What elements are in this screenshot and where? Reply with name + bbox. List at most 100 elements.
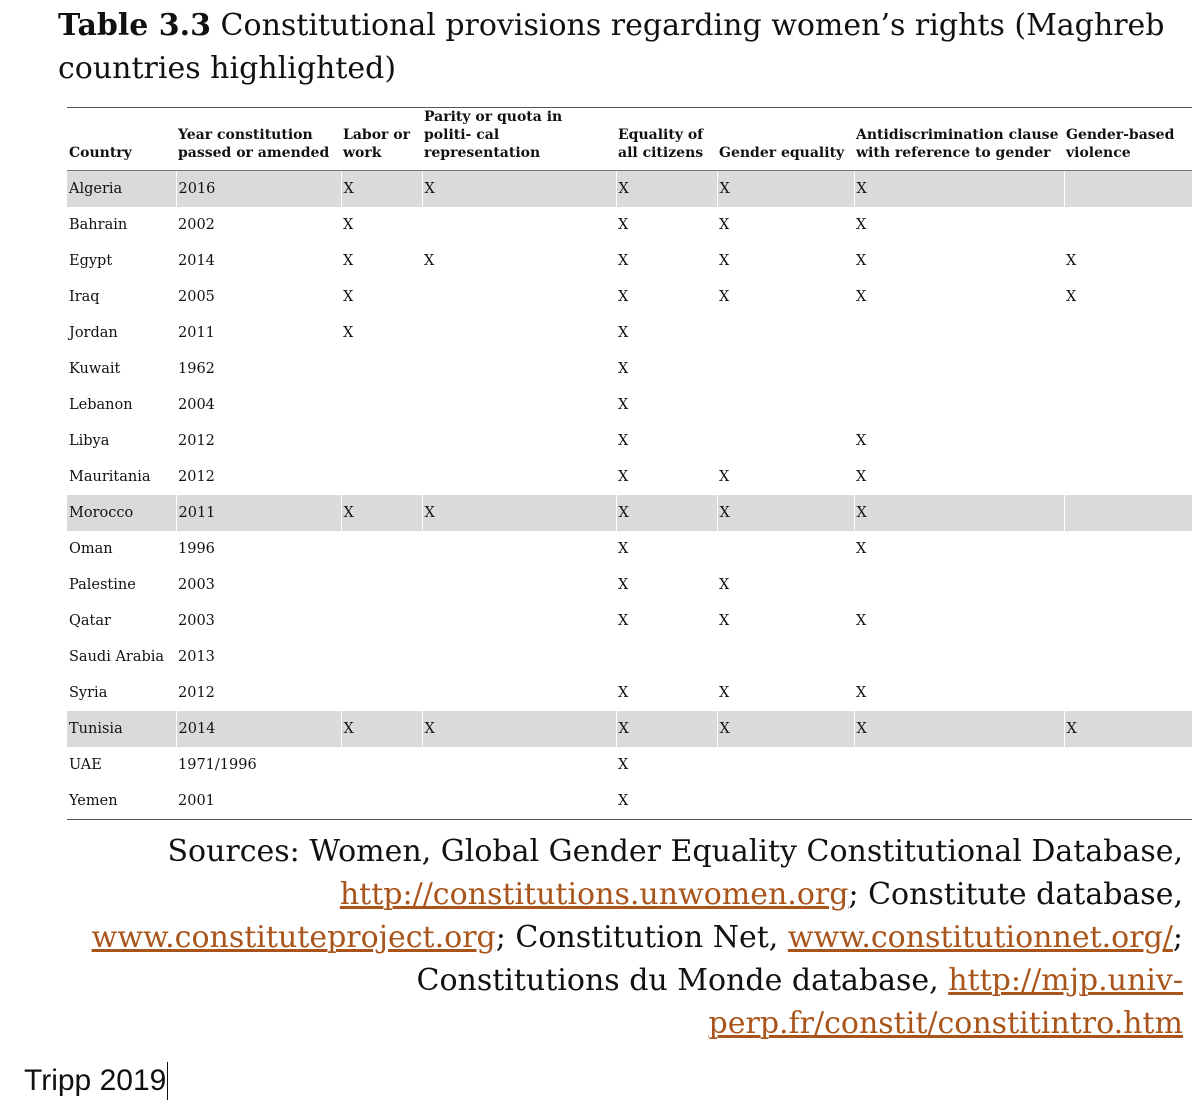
year-cell: 2003 [178,613,215,629]
provision-cell: X [719,577,730,593]
provision-cell: X [856,613,867,629]
year-cell: 2004 [178,397,215,413]
year-cell: 2013 [178,649,215,665]
provision-cell: X [856,253,867,269]
provision-cell [422,423,616,459]
provision-cell [1064,675,1192,711]
provision-cell: X [618,361,629,377]
provision-cell: X [615,711,717,747]
provision-cell: X [343,325,354,341]
table-row: Mauritania 2012 X X X [67,459,1192,495]
provision-cell [1063,495,1192,531]
provision-cell: X [856,469,867,485]
link-unwomen[interactable]: http://constitutions.unwomen.org [339,877,849,912]
country-cell: Yemen [67,783,176,820]
provision-cell: X [618,397,629,413]
provision-cell [717,783,854,820]
sources-text-1: Sources: Women, Global Gender Equality C… [167,834,1183,869]
provision-cell [616,639,717,675]
table-row: UAE 1971/1996 X [67,747,1192,783]
provision-cell: X [421,495,616,531]
link-constitutions-du-monde[interactable]: http://mjp.univ-perp.fr/constit/constiti… [708,963,1183,1041]
year-cell: 2012 [178,433,215,449]
provision-cell [422,747,616,783]
provision-cell [341,783,422,820]
column-header: Year constitution passed or amended [176,107,341,171]
table-row: Tunisia 2014 X X X X X X [67,711,1192,747]
provision-cell: X [716,170,854,207]
provision-cell: X [615,170,717,207]
provision-cell: X [618,217,629,233]
provision-cell [1064,423,1192,459]
provision-cell: X [856,433,867,449]
provision-cell [1064,315,1192,351]
provision-cell [422,639,616,675]
provision-cell: X [719,289,730,305]
provision-cell [422,603,616,639]
provision-cell: X [616,783,717,820]
link-constituteproject[interactable]: www.constituteproject.org [91,920,496,955]
provision-cell: X [424,253,435,269]
column-header: Equality of all citizens [616,107,717,171]
provision-cell [1064,603,1192,639]
provision-cell [1064,387,1192,423]
provision-cell [1064,207,1192,243]
year-cell: 2014 [175,711,341,747]
provision-cell [1064,567,1192,603]
country-cell: Kuwait [69,361,121,377]
provision-cell: X [618,577,629,593]
provision-cell: X [1066,289,1077,305]
sources-text-2: ; Constitute database, [848,877,1183,912]
provision-cell [854,351,1064,387]
provision-cell [854,387,1064,423]
provision-cell: X [618,541,629,557]
provision-cell: X [853,495,1064,531]
provision-cell [422,207,616,243]
provision-cell: X [853,711,1064,747]
provision-cell: X [618,685,629,701]
provision-cell [422,459,616,495]
country-cell: Morocco [67,495,176,531]
provision-cell [717,639,854,675]
provision-cell: X [615,495,717,531]
country-cell: Palestine [69,577,136,593]
provision-cell: X [856,289,867,305]
provision-cell: X [618,613,629,629]
provision-cell [341,531,422,567]
provision-cell [1064,783,1192,820]
table-header-row: Country Year constitution passed or amend… [67,107,1192,171]
provision-cell [1064,639,1192,675]
provision-cell: X [340,495,422,531]
table-row: Qatar 2003 X X X [67,603,1192,639]
table-title: Table 3.3 Constitutional provisions rega… [58,4,1178,90]
provision-cell [341,387,422,423]
provision-cell: X [618,325,629,341]
provision-cell: X [716,711,854,747]
country-cell: Jordan [69,325,118,341]
provision-cell: X [618,253,629,269]
table-row: Jordan 2011 X X [67,315,1192,351]
year-cell: 2003 [178,577,215,593]
provision-cell [854,315,1064,351]
table-body: Algeria 2016 X X X X X Bahrain 2002 X X X X Egypt 2014… [67,170,1192,820]
provision-cell: X [719,253,730,269]
link-constitutionnet[interactable]: www.constitutionnet.org/ [787,920,1173,955]
country-cell: Mauritania [69,469,151,485]
credit-text: Tripp 2019 [24,1062,169,1100]
provision-cell: X [421,711,616,747]
provision-cell [854,567,1064,603]
provision-cell: X [1066,253,1077,269]
provision-cell [341,423,422,459]
provision-cell [341,567,422,603]
table-row: Egypt 2014 X X X X X X [67,243,1192,279]
provision-cell [422,675,616,711]
table-row: Algeria 2016 X X X X X [67,170,1192,207]
provision-cell: X [421,170,616,207]
provision-cell [1064,351,1192,387]
table-row: Syria 2012 X X X [67,675,1192,711]
provision-cell [1064,459,1192,495]
table-row: Libya 2012 X X [67,423,1192,459]
column-header: Gender equality [717,107,854,171]
year-cell: 1962 [178,361,215,377]
table-row: Yemen 2001 X [67,783,1192,820]
